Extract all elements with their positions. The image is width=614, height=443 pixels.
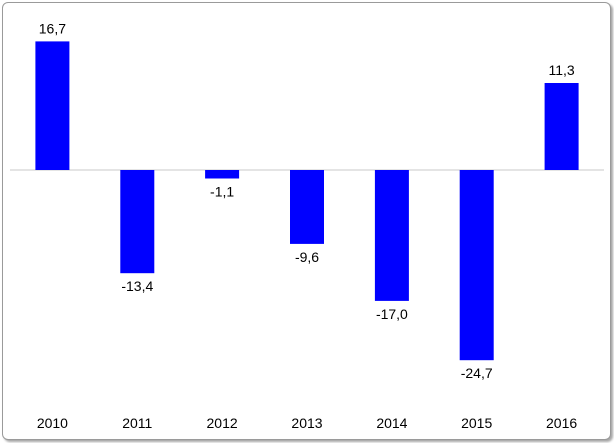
bar-2016 xyxy=(544,83,579,170)
x-tick-label-2016: 2016 xyxy=(546,415,577,431)
data-label-2014: -17,0 xyxy=(376,306,408,322)
bar-2015 xyxy=(459,170,494,361)
bar-2010 xyxy=(35,41,70,171)
x-tick-label-2013: 2013 xyxy=(291,415,322,431)
data-label-2012: -1,1 xyxy=(210,184,234,200)
bar-2014 xyxy=(374,170,409,301)
x-tick-label-2010: 2010 xyxy=(37,415,68,431)
data-label-2013: -9,6 xyxy=(295,249,319,265)
x-tick-label-2011: 2011 xyxy=(122,415,152,431)
x-tick-label-2012: 2012 xyxy=(207,415,238,431)
data-label-2010: 16,7 xyxy=(39,20,66,36)
bar-2011 xyxy=(120,170,155,274)
bar-2013 xyxy=(290,170,324,244)
bar-2012 xyxy=(205,170,240,179)
x-tick-label-2015: 2015 xyxy=(461,415,492,431)
data-label-2016: 11,3 xyxy=(548,62,574,78)
x-tick-label-2014: 2014 xyxy=(376,415,407,431)
data-label-2015: -24,7 xyxy=(461,365,493,381)
data-label-2011: -13,4 xyxy=(121,278,153,294)
